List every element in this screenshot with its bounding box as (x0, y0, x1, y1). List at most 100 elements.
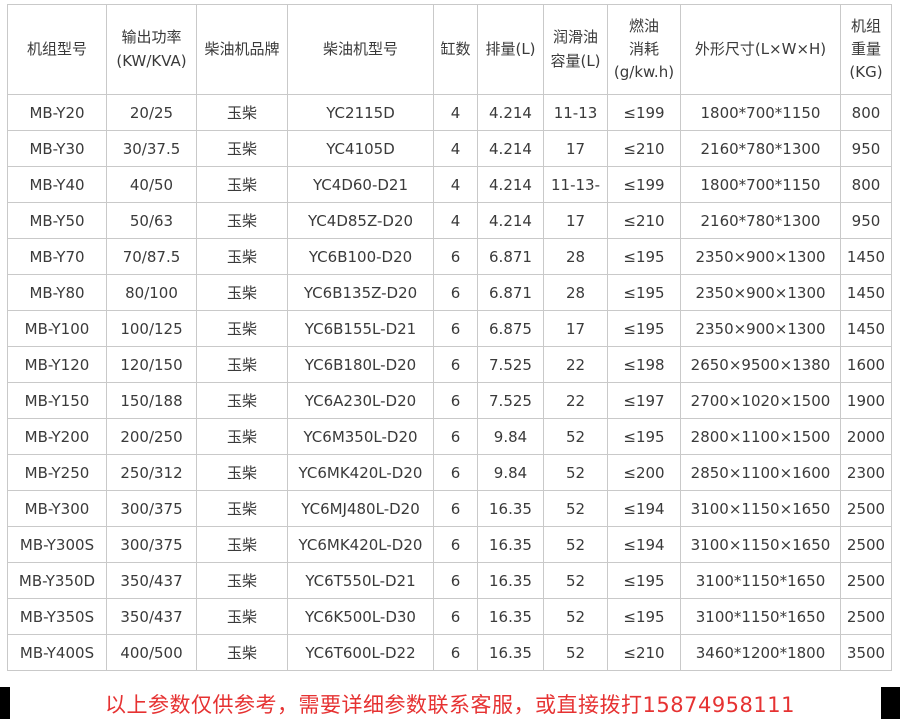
table-cell-power: 150/188 (106, 382, 197, 419)
table-cell-displacement: 7.525 (477, 346, 544, 383)
table-cell-fuel-consumption: ≤195 (607, 418, 681, 455)
table-cell-power: 80/100 (106, 274, 197, 311)
table-cell-fuel-consumption: ≤210 (607, 202, 681, 239)
generator-spec-table: 机组型号 输出功率 (KW/KVA) 柴油机品牌 柴油机型号 缸数 排量(L) … (7, 4, 892, 671)
table-cell-power: 100/125 (106, 310, 197, 347)
table-body: MB-Y20 20/25 玉柴 YC2115D 4 4.214 11-13 ≤199 1800*… (7, 94, 892, 671)
table-cell-brand: 玉柴 (196, 598, 288, 635)
table-cell-brand: 玉柴 (196, 94, 288, 131)
table-cell-power: 300/375 (106, 526, 197, 563)
table-cell-power: 120/150 (106, 346, 197, 383)
table-cell-dimensions: 2800×1100×1500 (680, 418, 841, 455)
table-cell-brand: 玉柴 (196, 382, 288, 419)
table-cell-weight: 950 (840, 130, 892, 167)
table-cell-cylinders: 4 (433, 202, 478, 239)
table-cell-lube-capacity: 52 (543, 454, 608, 491)
table-cell-cylinders: 4 (433, 166, 478, 203)
table-cell-fuel-consumption: ≤194 (607, 490, 681, 527)
table-cell-displacement: 16.35 (477, 598, 544, 635)
table-cell-lube-capacity: 28 (543, 238, 608, 275)
column-header-fuel-consumption: 燃油 消耗 (g/kw.h) (607, 4, 681, 95)
table-cell-lube-capacity: 22 (543, 382, 608, 419)
table-cell-engine-model: YC6T600L-D22 (287, 634, 434, 671)
table-cell-cylinders: 6 (433, 382, 478, 419)
table-cell-power: 350/437 (106, 598, 197, 635)
table-cell-model: MB-Y200 (7, 418, 107, 455)
column-header-weight: 机组 重量 (KG) (840, 4, 892, 95)
table-cell-dimensions: 3100×1150×1650 (680, 526, 841, 563)
table-cell-cylinders: 6 (433, 526, 478, 563)
table-cell-cylinders: 6 (433, 634, 478, 671)
table-cell-engine-model: YC2115D (287, 94, 434, 131)
table-cell-engine-model: YC6K500L-D30 (287, 598, 434, 635)
table-cell-weight: 2500 (840, 526, 892, 563)
table-cell-brand: 玉柴 (196, 562, 288, 599)
table-cell-engine-model: YC6B135Z-D20 (287, 274, 434, 311)
table-row: MB-Y400S 400/500 玉柴 YC6T600L-D22 6 16.35 52 ≤21… (7, 634, 892, 671)
table-cell-fuel-consumption: ≤195 (607, 274, 681, 311)
table-cell-weight: 1450 (840, 274, 892, 311)
table-cell-fuel-consumption: ≤198 (607, 346, 681, 383)
table-row: MB-Y30 30/37.5 玉柴 YC4105D 4 4.214 17 ≤210 2160*7… (7, 130, 892, 167)
table-cell-model: MB-Y350D (7, 562, 107, 599)
table-cell-lube-capacity: 28 (543, 274, 608, 311)
column-header-model: 机组型号 (7, 4, 107, 95)
table-cell-model: MB-Y350S (7, 598, 107, 635)
table-cell-model: MB-Y80 (7, 274, 107, 311)
table-cell-model: MB-Y120 (7, 346, 107, 383)
table-cell-displacement: 16.35 (477, 526, 544, 563)
table-cell-fuel-consumption: ≤199 (607, 166, 681, 203)
table-cell-weight: 1600 (840, 346, 892, 383)
column-header-dimensions: 外形尺寸(L×W×H) (680, 4, 841, 95)
table-cell-cylinders: 6 (433, 454, 478, 491)
table-cell-displacement: 4.214 (477, 130, 544, 167)
table-cell-lube-capacity: 17 (543, 202, 608, 239)
table-cell-lube-capacity: 52 (543, 634, 608, 671)
table-cell-engine-model: YC4D85Z-D20 (287, 202, 434, 239)
bottom-left-black-bar (0, 687, 10, 719)
table-cell-model: MB-Y400S (7, 634, 107, 671)
table-cell-power: 350/437 (106, 562, 197, 599)
table-cell-engine-model: YC6T550L-D21 (287, 562, 434, 599)
table-cell-weight: 2500 (840, 490, 892, 527)
table-cell-cylinders: 6 (433, 490, 478, 527)
table-cell-cylinders: 4 (433, 130, 478, 167)
table-cell-displacement: 4.214 (477, 166, 544, 203)
table-cell-model: MB-Y70 (7, 238, 107, 275)
table-cell-model: MB-Y100 (7, 310, 107, 347)
table-cell-model: MB-Y20 (7, 94, 107, 131)
table-cell-fuel-consumption: ≤195 (607, 238, 681, 275)
table-cell-dimensions: 2650×9500×1380 (680, 346, 841, 383)
footer-strip: 以上参数仅供参考，需要详细参数联系客服，或直接拨打15874958111 (0, 685, 900, 722)
table-row: MB-Y100 100/125 玉柴 YC6B155L-D21 6 6.875 17 ≤195… (7, 310, 892, 347)
table-cell-engine-model: YC6M350L-D20 (287, 418, 434, 455)
column-header-lube-capacity: 润滑油 容量(L) (543, 4, 608, 95)
table-cell-power: 250/312 (106, 454, 197, 491)
table-cell-dimensions: 2160*780*1300 (680, 202, 841, 239)
table-row: MB-Y150 150/188 玉柴 YC6A230L-D20 6 7.525 22 ≤197… (7, 382, 892, 419)
table-cell-power: 400/500 (106, 634, 197, 671)
table-cell-lube-capacity: 11-13 (543, 94, 608, 131)
column-header-power: 输出功率 (KW/KVA) (106, 4, 197, 95)
table-cell-cylinders: 6 (433, 598, 478, 635)
table-cell-dimensions: 1800*700*1150 (680, 166, 841, 203)
table-cell-weight: 1450 (840, 238, 892, 275)
table-row: MB-Y350D 350/437 玉柴 YC6T550L-D21 6 16.35 52 ≤19… (7, 562, 892, 599)
table-cell-weight: 1450 (840, 310, 892, 347)
table-cell-weight: 1900 (840, 382, 892, 419)
table-row: MB-Y300 300/375 玉柴 YC6MJ480L-D20 6 16.35 52 ≤19… (7, 490, 892, 527)
table-row: MB-Y20 20/25 玉柴 YC2115D 4 4.214 11-13 ≤199 1800*… (7, 94, 892, 131)
table-cell-brand: 玉柴 (196, 274, 288, 311)
table-cell-brand: 玉柴 (196, 166, 288, 203)
table-cell-lube-capacity: 52 (543, 598, 608, 635)
table-cell-fuel-consumption: ≤197 (607, 382, 681, 419)
table-cell-lube-capacity: 11-13- (543, 166, 608, 203)
table-cell-brand: 玉柴 (196, 418, 288, 455)
table-cell-engine-model: YC6B100-D20 (287, 238, 434, 275)
table-cell-model: MB-Y50 (7, 202, 107, 239)
table-cell-displacement: 9.84 (477, 418, 544, 455)
table-cell-weight: 2300 (840, 454, 892, 491)
table-cell-model: MB-Y150 (7, 382, 107, 419)
table-cell-displacement: 16.35 (477, 562, 544, 599)
